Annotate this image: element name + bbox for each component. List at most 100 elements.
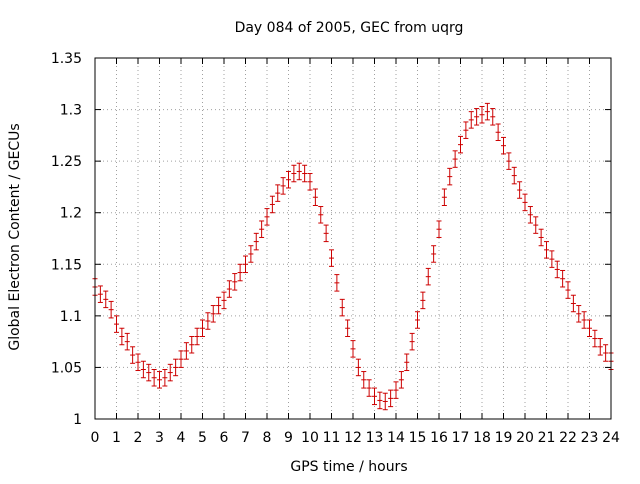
data-point xyxy=(280,177,286,195)
data-point xyxy=(560,269,566,288)
data-point xyxy=(345,319,351,337)
data-point xyxy=(286,170,291,189)
data-point xyxy=(361,371,367,389)
data-point xyxy=(173,358,179,377)
x-tick-label: 8 xyxy=(263,430,272,446)
data-point xyxy=(420,291,426,310)
data-point xyxy=(296,162,302,181)
data-point xyxy=(495,123,501,142)
data-point xyxy=(527,206,533,224)
data-point xyxy=(119,327,125,346)
data-point xyxy=(140,360,146,379)
data-point xyxy=(269,195,275,214)
data-point xyxy=(318,206,324,224)
data-point xyxy=(382,392,388,411)
data-point xyxy=(97,285,103,303)
y-tick-label: 1.25 xyxy=(51,154,82,170)
data-points xyxy=(92,102,614,411)
data-point xyxy=(490,108,496,126)
data-point xyxy=(409,332,415,351)
x-tick-label: 12 xyxy=(344,430,362,446)
data-point xyxy=(522,193,528,212)
y-tick-label: 1.05 xyxy=(51,360,82,376)
data-point xyxy=(431,245,437,263)
data-point xyxy=(189,335,195,354)
data-point xyxy=(253,232,259,251)
data-point xyxy=(264,208,270,226)
data-point xyxy=(157,371,162,389)
data-point xyxy=(597,338,603,356)
data-point xyxy=(570,294,576,313)
y-tick-label: 1.35 xyxy=(51,51,82,67)
axis-ticks: 0 1 2 3 4 5 6 7 8 9 10 11 12 13 14 15 16 17 18 19 20 21 22 23 24… xyxy=(51,51,620,446)
x-tick-label: 17 xyxy=(452,430,470,446)
data-point xyxy=(162,368,168,387)
data-point xyxy=(216,296,222,315)
data-point xyxy=(334,274,340,292)
y-tick-label: 1 xyxy=(73,412,82,428)
data-point xyxy=(549,250,555,268)
data-point xyxy=(350,340,356,358)
x-tick-label: 20 xyxy=(516,430,534,446)
data-point xyxy=(329,249,334,267)
data-point xyxy=(103,290,109,309)
data-point xyxy=(237,263,243,282)
data-point xyxy=(178,350,184,368)
data-point xyxy=(544,241,549,259)
data-point xyxy=(468,111,474,129)
x-tick-label: 2 xyxy=(134,430,143,446)
data-point xyxy=(108,300,114,319)
x-tick-label: 3 xyxy=(155,430,164,446)
data-point xyxy=(226,280,232,298)
data-point xyxy=(565,281,571,299)
data-point xyxy=(183,342,189,360)
data-point xyxy=(151,368,157,387)
data-point xyxy=(124,332,130,351)
data-point xyxy=(463,121,469,139)
x-axis-label: GPS time / hours xyxy=(290,459,407,475)
y-tick-label: 1.2 xyxy=(60,206,82,222)
x-tick-label: 13 xyxy=(366,430,384,446)
data-point xyxy=(146,363,152,382)
data-point xyxy=(576,305,582,323)
data-point xyxy=(484,102,490,121)
data-point xyxy=(603,344,609,362)
data-point xyxy=(135,353,141,372)
x-tick-label: 1 xyxy=(112,430,121,446)
data-point xyxy=(404,353,410,372)
data-point xyxy=(501,136,506,155)
data-point xyxy=(248,245,254,263)
data-point xyxy=(587,319,592,337)
x-tick-label: 7 xyxy=(241,430,250,446)
data-point xyxy=(205,312,211,330)
data-point xyxy=(291,164,297,183)
data-point xyxy=(388,389,394,408)
data-point xyxy=(538,228,544,247)
data-point xyxy=(511,166,517,185)
x-tick-label: 4 xyxy=(177,430,186,446)
data-point xyxy=(393,381,399,399)
data-point xyxy=(114,315,119,333)
data-point xyxy=(447,167,453,186)
data-point xyxy=(458,135,463,154)
x-tick-label: 24 xyxy=(602,430,620,446)
data-point xyxy=(436,220,442,238)
data-point xyxy=(366,379,372,397)
data-point xyxy=(425,267,431,286)
data-point xyxy=(221,291,227,310)
data-point xyxy=(210,305,216,323)
y-tick-label: 1.15 xyxy=(51,257,82,273)
x-tick-label: 15 xyxy=(409,430,427,446)
data-point xyxy=(312,188,318,206)
data-point xyxy=(533,216,539,234)
data-point xyxy=(275,184,281,202)
data-point xyxy=(592,329,598,348)
data-point xyxy=(339,298,345,317)
x-tick-label: 11 xyxy=(323,430,341,446)
x-tick-label: 16 xyxy=(430,430,448,446)
x-tick-label: 14 xyxy=(387,430,405,446)
x-tick-label: 6 xyxy=(220,430,229,446)
data-point xyxy=(307,173,313,191)
grid-lines xyxy=(95,58,611,419)
